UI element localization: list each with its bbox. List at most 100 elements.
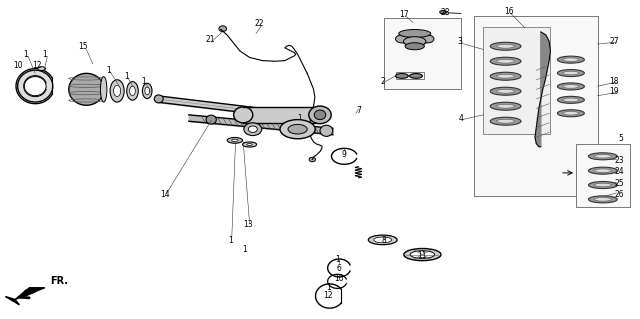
Text: 1: 1	[297, 114, 302, 123]
Ellipse shape	[563, 85, 579, 88]
Ellipse shape	[314, 110, 326, 120]
Text: 6: 6	[337, 264, 342, 273]
Text: 5: 5	[618, 134, 623, 143]
Ellipse shape	[589, 182, 617, 189]
Bar	[474, 16, 598, 196]
Ellipse shape	[557, 96, 584, 103]
Ellipse shape	[114, 85, 120, 97]
Ellipse shape	[300, 115, 309, 121]
Text: 16: 16	[504, 7, 514, 16]
Text: 27: 27	[609, 37, 620, 46]
Ellipse shape	[490, 42, 521, 50]
Ellipse shape	[497, 119, 515, 123]
Ellipse shape	[404, 37, 426, 46]
Ellipse shape	[244, 123, 262, 136]
Text: 10: 10	[334, 274, 344, 283]
Text: 17: 17	[399, 10, 410, 19]
Text: 8: 8	[381, 236, 387, 245]
Ellipse shape	[595, 183, 612, 187]
Ellipse shape	[595, 169, 612, 173]
Text: 14: 14	[160, 190, 170, 199]
Text: 12: 12	[33, 61, 42, 70]
Text: 25: 25	[614, 179, 625, 188]
Ellipse shape	[497, 89, 515, 93]
Bar	[483, 27, 550, 134]
Ellipse shape	[440, 11, 446, 14]
Ellipse shape	[497, 59, 515, 63]
Text: 1: 1	[141, 77, 147, 86]
Ellipse shape	[563, 98, 579, 101]
Text: 13: 13	[243, 220, 253, 229]
Ellipse shape	[396, 73, 408, 78]
Ellipse shape	[589, 196, 617, 203]
Ellipse shape	[589, 153, 617, 160]
Text: 10: 10	[13, 61, 23, 70]
Bar	[396, 72, 424, 79]
Text: 2: 2	[380, 77, 385, 86]
Ellipse shape	[320, 125, 333, 137]
Text: 7: 7	[356, 106, 361, 115]
Ellipse shape	[309, 157, 316, 162]
Ellipse shape	[69, 73, 104, 105]
Bar	[576, 144, 630, 207]
Ellipse shape	[557, 70, 584, 77]
Ellipse shape	[18, 70, 53, 102]
Ellipse shape	[219, 26, 227, 32]
Ellipse shape	[154, 95, 163, 103]
Polygon shape	[15, 288, 45, 300]
Ellipse shape	[557, 110, 584, 117]
Ellipse shape	[288, 124, 307, 134]
Ellipse shape	[24, 77, 46, 96]
Text: 1: 1	[228, 236, 233, 245]
Ellipse shape	[404, 249, 441, 261]
Ellipse shape	[410, 73, 422, 78]
Ellipse shape	[374, 237, 392, 243]
Ellipse shape	[127, 82, 138, 100]
Ellipse shape	[405, 43, 424, 50]
Bar	[243, 107, 320, 123]
Ellipse shape	[280, 120, 316, 139]
Text: 18: 18	[610, 77, 619, 86]
Text: 15: 15	[78, 42, 88, 51]
Ellipse shape	[248, 126, 257, 132]
Polygon shape	[535, 32, 550, 147]
Ellipse shape	[247, 144, 253, 145]
Ellipse shape	[563, 71, 579, 75]
Ellipse shape	[563, 112, 579, 115]
Ellipse shape	[595, 197, 612, 201]
Text: FR.: FR.	[50, 276, 68, 286]
Bar	[384, 18, 461, 89]
Ellipse shape	[557, 56, 584, 63]
Text: 4: 4	[458, 114, 463, 123]
Text: 1: 1	[326, 283, 331, 292]
Text: 1: 1	[124, 72, 129, 81]
Ellipse shape	[100, 77, 107, 102]
Ellipse shape	[243, 142, 257, 147]
Text: 21: 21	[205, 35, 214, 44]
Ellipse shape	[227, 137, 243, 143]
Ellipse shape	[490, 57, 521, 65]
Ellipse shape	[490, 87, 521, 95]
Text: 1: 1	[242, 245, 247, 254]
Text: 9: 9	[341, 150, 346, 159]
Text: 1: 1	[23, 50, 28, 59]
Ellipse shape	[410, 251, 435, 258]
Ellipse shape	[497, 44, 515, 48]
Text: 1: 1	[335, 256, 340, 264]
Ellipse shape	[490, 117, 521, 125]
Ellipse shape	[129, 86, 136, 96]
Text: 23: 23	[614, 156, 625, 165]
Text: 26: 26	[614, 190, 625, 199]
Ellipse shape	[497, 74, 515, 78]
Ellipse shape	[206, 115, 216, 124]
Text: 3: 3	[457, 37, 462, 46]
Ellipse shape	[234, 107, 253, 123]
Ellipse shape	[557, 83, 584, 90]
Ellipse shape	[490, 72, 521, 80]
Ellipse shape	[110, 80, 124, 102]
Text: 24: 24	[614, 167, 625, 176]
Ellipse shape	[595, 155, 612, 158]
Text: 1: 1	[42, 50, 47, 59]
Ellipse shape	[399, 29, 431, 38]
Text: 19: 19	[609, 87, 620, 96]
